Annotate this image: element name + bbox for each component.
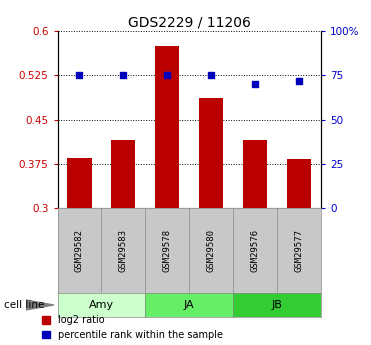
Point — [76, 72, 82, 78]
Bar — [111, 140, 135, 208]
Text: Amy: Amy — [89, 300, 114, 310]
Text: GSM29578: GSM29578 — [163, 229, 172, 272]
Text: GSM29577: GSM29577 — [295, 229, 303, 272]
Legend: log2 ratio, percentile rank within the sample: log2 ratio, percentile rank within the s… — [42, 315, 223, 340]
Bar — [68, 158, 92, 208]
Point — [121, 72, 127, 78]
Text: GSM29576: GSM29576 — [250, 229, 260, 272]
Text: cell line: cell line — [4, 300, 44, 310]
Bar — [155, 46, 179, 208]
Point — [208, 72, 214, 78]
Bar — [199, 98, 223, 208]
Point — [164, 72, 170, 78]
Polygon shape — [26, 300, 54, 310]
Point — [296, 78, 302, 83]
Title: GDS2229 / 11206: GDS2229 / 11206 — [128, 16, 251, 30]
Text: GSM29582: GSM29582 — [75, 229, 84, 272]
Text: GSM29580: GSM29580 — [207, 229, 216, 272]
Bar — [243, 140, 267, 208]
Text: JA: JA — [184, 300, 194, 310]
Text: GSM29583: GSM29583 — [119, 229, 128, 272]
Bar — [287, 159, 311, 208]
Point — [252, 81, 258, 87]
Text: JB: JB — [272, 300, 282, 310]
